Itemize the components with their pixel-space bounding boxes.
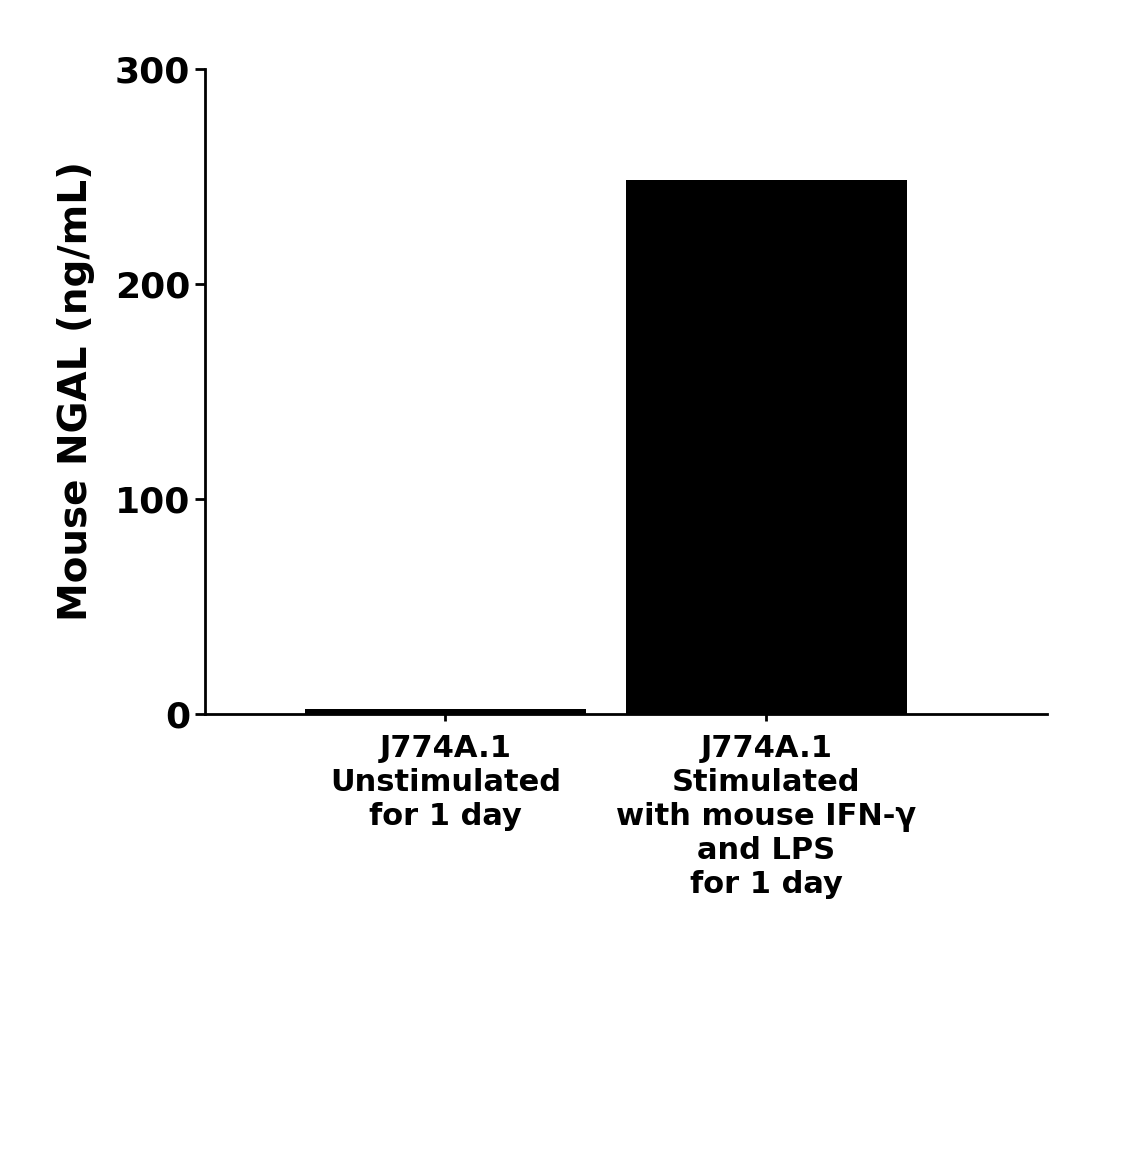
Y-axis label: Mouse NGAL (ng/mL): Mouse NGAL (ng/mL) xyxy=(57,161,96,622)
Bar xyxy=(305,709,586,714)
Bar xyxy=(626,181,907,714)
